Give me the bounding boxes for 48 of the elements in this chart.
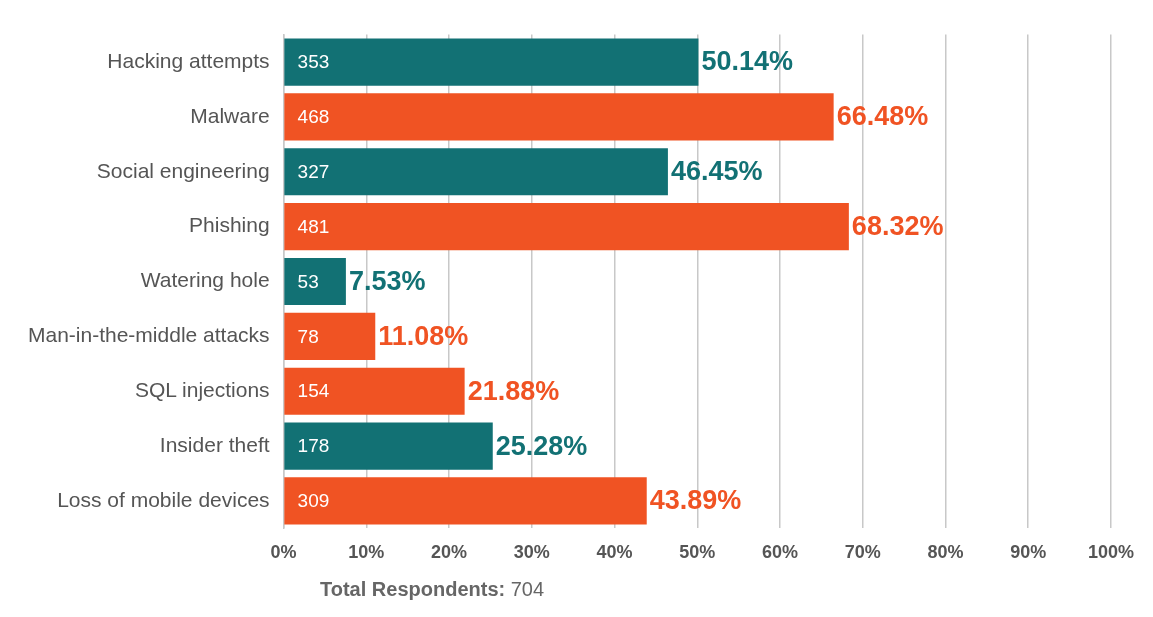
x-tick-label: 100% bbox=[1087, 542, 1134, 563]
data-label: 50.14% bbox=[701, 46, 794, 77]
annotation: 481 bbox=[297, 215, 330, 237]
x-tick-label: 30% bbox=[513, 542, 550, 563]
x-tick-label: 0% bbox=[270, 542, 297, 563]
bar bbox=[284, 257, 346, 306]
y-tick-label: Phishing bbox=[189, 213, 270, 237]
x-tick-label: 20% bbox=[431, 542, 468, 563]
x-tick-label: 70% bbox=[844, 542, 881, 563]
x-tick-label: 50% bbox=[679, 542, 716, 563]
y-tick-label: Hacking attempts bbox=[107, 48, 270, 72]
data-label: 21.88% bbox=[467, 375, 560, 406]
data-label: 66.48% bbox=[836, 101, 929, 132]
x-tick-label: 60% bbox=[762, 542, 799, 563]
annotation: 353 bbox=[297, 51, 330, 73]
annotation: 468 bbox=[297, 106, 330, 128]
y-tick-label: Social engineering bbox=[96, 158, 270, 182]
bar bbox=[284, 38, 699, 86]
data-label: 68.32% bbox=[851, 211, 944, 242]
annotation: 53 bbox=[297, 270, 319, 292]
annotation: 78 bbox=[297, 325, 319, 347]
text: Total Respondents: 704 bbox=[320, 578, 545, 600]
y-tick-label: SQL injections bbox=[134, 378, 270, 402]
data-label: 43.89% bbox=[649, 485, 742, 516]
bar bbox=[284, 477, 647, 525]
bar bbox=[284, 367, 465, 415]
y-tick-label: Malware bbox=[190, 103, 270, 127]
y-tick-label: Insider theft bbox=[159, 432, 270, 456]
x-tick-label: 40% bbox=[596, 542, 633, 563]
bar bbox=[284, 312, 376, 360]
data-label: 7.53% bbox=[348, 265, 426, 296]
annotation: 327 bbox=[297, 161, 330, 182]
bar bbox=[284, 148, 668, 196]
x-tick-label: 80% bbox=[927, 542, 964, 563]
y-tick-label: Loss of mobile devices bbox=[57, 487, 270, 511]
x-tick-label: 10% bbox=[348, 542, 385, 563]
bar bbox=[284, 203, 849, 251]
annotation: 178 bbox=[297, 435, 330, 457]
y-tick-label: Watering hole bbox=[140, 268, 270, 292]
data-label: 25.28% bbox=[495, 430, 588, 461]
y-tick-label: Man-in-the-middle attacks bbox=[28, 323, 270, 347]
x-tick-label: 90% bbox=[1010, 542, 1047, 563]
annotation: 154 bbox=[297, 380, 330, 402]
bar bbox=[284, 93, 834, 141]
annotation: 309 bbox=[297, 490, 330, 512]
bar bbox=[284, 422, 493, 470]
data-label: 46.45% bbox=[670, 156, 763, 187]
data-label: 11.08% bbox=[378, 320, 469, 351]
